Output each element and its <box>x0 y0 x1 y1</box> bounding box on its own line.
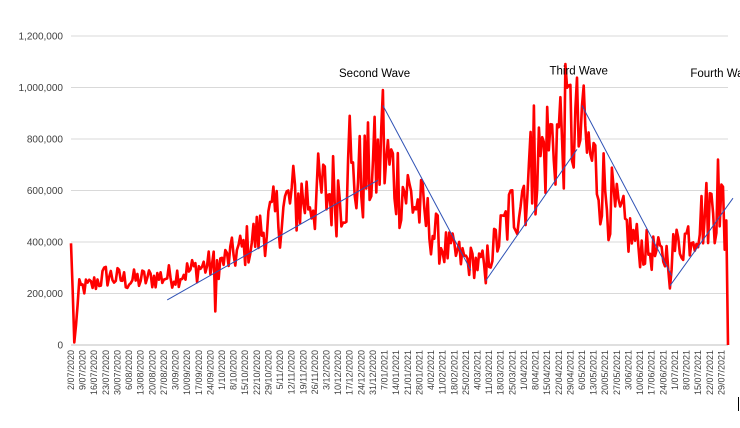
trendline-layer <box>166 105 734 301</box>
x-tick-label: 29/10/2020 <box>263 350 273 395</box>
x-tick-label: 6/05/2021 <box>577 350 587 390</box>
x-tick-label: 27/05/2021 <box>612 350 622 395</box>
x-tick-label: 22/07/2021 <box>705 350 715 395</box>
x-tick-label: 10/12/2020 <box>333 350 343 395</box>
x-tick-label: 3/06/2021 <box>623 350 633 390</box>
trendline <box>166 179 379 301</box>
wave-annotation: Second Wave <box>339 68 410 80</box>
x-tick-label: 29/04/2021 <box>565 350 575 395</box>
x-tick-label: 26/11/2020 <box>310 350 320 394</box>
x-tick-label: 20/08/2020 <box>147 350 157 395</box>
x-tick-label: 28/01/2021 <box>414 350 424 395</box>
x-tick-label: 10/09/2020 <box>182 350 192 395</box>
series-layer <box>69 62 730 346</box>
x-tick-label: 31/12/2020 <box>368 350 378 395</box>
x-tick-label: 17/09/2020 <box>194 350 204 395</box>
x-tick-label: 29/07/2021 <box>716 350 726 395</box>
x-tick-label: 25/03/2021 <box>507 350 517 395</box>
trendline <box>485 149 578 281</box>
x-tick-label: 15/04/2021 <box>542 350 552 395</box>
x-tick-label: 30/07/2020 <box>112 350 122 395</box>
trendline <box>581 105 673 276</box>
x-tick-label: 25/02/2021 <box>461 350 471 395</box>
y-tick-label: 600,000 <box>27 186 64 197</box>
x-tick-label: 3/09/2020 <box>171 350 181 390</box>
series-line <box>69 62 730 346</box>
y-tick-label: 400,000 <box>27 238 64 249</box>
x-tick-label: 1/04/2021 <box>519 350 529 390</box>
wave-annotation: Third Wave <box>549 66 607 78</box>
x-tick-label: 8/04/2021 <box>531 350 541 390</box>
x-tick-label: 15/07/2021 <box>693 350 703 395</box>
x-tick-label: 4/03/2021 <box>472 350 482 390</box>
x-tick-label: 19/11/2020 <box>298 350 308 394</box>
x-tick-label: 6/08/2020 <box>124 350 134 390</box>
x-tick-label: 1/10/2020 <box>217 350 227 390</box>
y-axis: 0 200,000 400,000 600,000 800,000 1,000,000 1,… <box>19 32 64 352</box>
y-tick-label: 1,000,000 <box>19 83 64 94</box>
x-tick-label: 16/07/2020 <box>89 350 99 395</box>
x-tick-label: 13/05/2021 <box>589 350 599 395</box>
x-tick-label: 20/05/2021 <box>600 350 610 395</box>
y-tick-label: 1,200,000 <box>19 32 64 43</box>
x-tick-label: 15/10/2020 <box>240 350 250 395</box>
x-tick-label: 2/07/2020 <box>66 350 76 390</box>
annotation-layer: Second Wave Third Wave Fourth Wave <box>339 66 740 81</box>
x-tick-label: 7/01/2021 <box>380 350 390 390</box>
x-tick-label: 27/08/2020 <box>159 350 169 395</box>
x-tick-label: 22/04/2021 <box>554 350 564 395</box>
wave-annotation: Fourth Wave <box>690 68 740 80</box>
x-tick-label: 5/11/2020 <box>275 350 285 389</box>
trendline <box>669 197 734 287</box>
x-tick-label: 3/12/2020 <box>322 350 332 390</box>
y-tick-label: 200,000 <box>27 289 64 300</box>
x-tick-label: 11/03/2021 <box>484 350 494 394</box>
x-tick-label: 17/12/2020 <box>345 350 355 395</box>
x-tick-label: 24/06/2021 <box>658 350 668 395</box>
x-tick-label: 24/12/2020 <box>356 350 366 395</box>
x-tick-label: 11/02/2021 <box>438 350 448 394</box>
x-tick-label: 1/07/2021 <box>670 350 680 390</box>
gridlines <box>71 35 728 346</box>
trendline <box>382 105 472 271</box>
text-cursor <box>738 397 739 411</box>
x-tick-label: 23/07/2020 <box>101 350 111 395</box>
x-tick-label: 8/07/2021 <box>682 350 692 390</box>
y-tick-label: 800,000 <box>27 135 64 146</box>
x-tick-label: 21/01/2021 <box>403 350 413 395</box>
x-tick-label: 22/10/2020 <box>252 350 262 395</box>
x-tick-label: 8/10/2020 <box>229 350 239 390</box>
x-tick-label: 10/06/2021 <box>635 350 645 395</box>
x-tick-label: 24/09/2020 <box>205 350 215 395</box>
x-tick-label: 18/03/2021 <box>496 350 506 395</box>
x-tick-label: 9/07/2020 <box>78 350 88 390</box>
x-tick-label: 12/11/2020 <box>287 350 297 394</box>
x-tick-label: 4/02/2021 <box>426 350 436 390</box>
x-tick-label: 14/01/2021 <box>391 350 401 395</box>
x-tick-label: 18/02/2021 <box>449 350 459 395</box>
x-axis: 2/07/2020 9/07/2020 16/07/2020 23/07/2020 30… <box>66 344 728 395</box>
y-tick-label: 0 <box>57 341 63 352</box>
x-tick-label: 17/06/2021 <box>647 350 657 395</box>
x-tick-label: 13/08/2020 <box>136 350 146 395</box>
